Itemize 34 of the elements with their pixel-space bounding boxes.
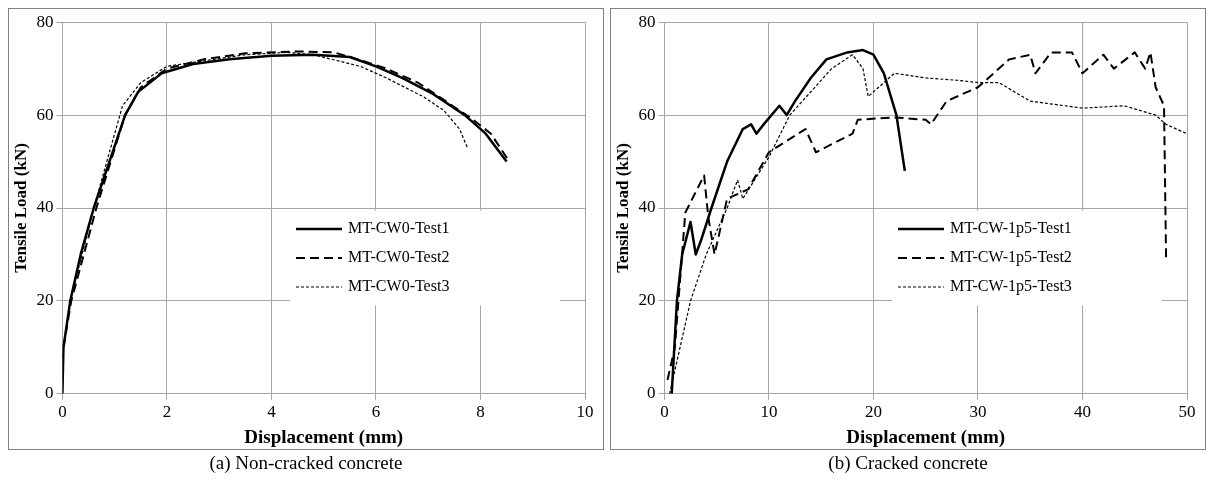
y-tick-label: 80 <box>36 11 54 31</box>
text: (a) Non-cracked concrete <box>208 452 404 474</box>
y-tick-label: 60 <box>36 104 54 124</box>
legend-label: MT-CW0-Test3 <box>348 277 450 295</box>
x-tick-label: 8 <box>476 402 485 422</box>
y-tick-label: 60 <box>638 104 656 124</box>
x-tick-label: 30 <box>969 402 987 422</box>
x-tick-label: 0 <box>58 402 67 422</box>
y-tick-label: 0 <box>646 383 656 403</box>
y-tick-label: 0 <box>44 383 54 403</box>
y-tick-label: 20 <box>638 290 656 310</box>
legend-label: MT-CW0-Test1 <box>348 219 450 237</box>
legend-label: MT-CW-1p5-Test1 <box>950 219 1072 238</box>
x-tick-label: 0 <box>660 402 669 422</box>
x-tick-label: 40 <box>1073 402 1091 422</box>
y-axis-title: Tensile Load (kN) <box>10 143 30 273</box>
y-tick-label: 40 <box>36 197 54 217</box>
y-tick-label: 40 <box>638 197 656 217</box>
legend-label: MT-CW-1p5-Test3 <box>950 277 1072 296</box>
x-tick-label: 10 <box>760 402 778 422</box>
legend-label: MT-CW-1p5-Test2 <box>950 248 1072 267</box>
legend-label: MT-CW0-Test2 <box>348 248 450 266</box>
x-tick-label: 6 <box>371 402 381 422</box>
x-tick-label: 10 <box>576 402 594 422</box>
x-tick-label: 20 <box>864 402 882 422</box>
x-axis-title: Displacement (mm) <box>846 425 1006 448</box>
x-tick-label: 2 <box>162 402 172 422</box>
y-tick-label: 20 <box>36 290 54 310</box>
text: (b) Cracked concrete <box>827 452 989 474</box>
x-tick-label: 50 <box>1178 402 1196 422</box>
y-axis-title: Tensile Load (kN) <box>612 143 632 273</box>
x-tick-label: 4 <box>267 402 277 422</box>
x-axis-title: Displacement (mm) <box>244 425 404 448</box>
y-tick-label: 80 <box>638 11 656 31</box>
